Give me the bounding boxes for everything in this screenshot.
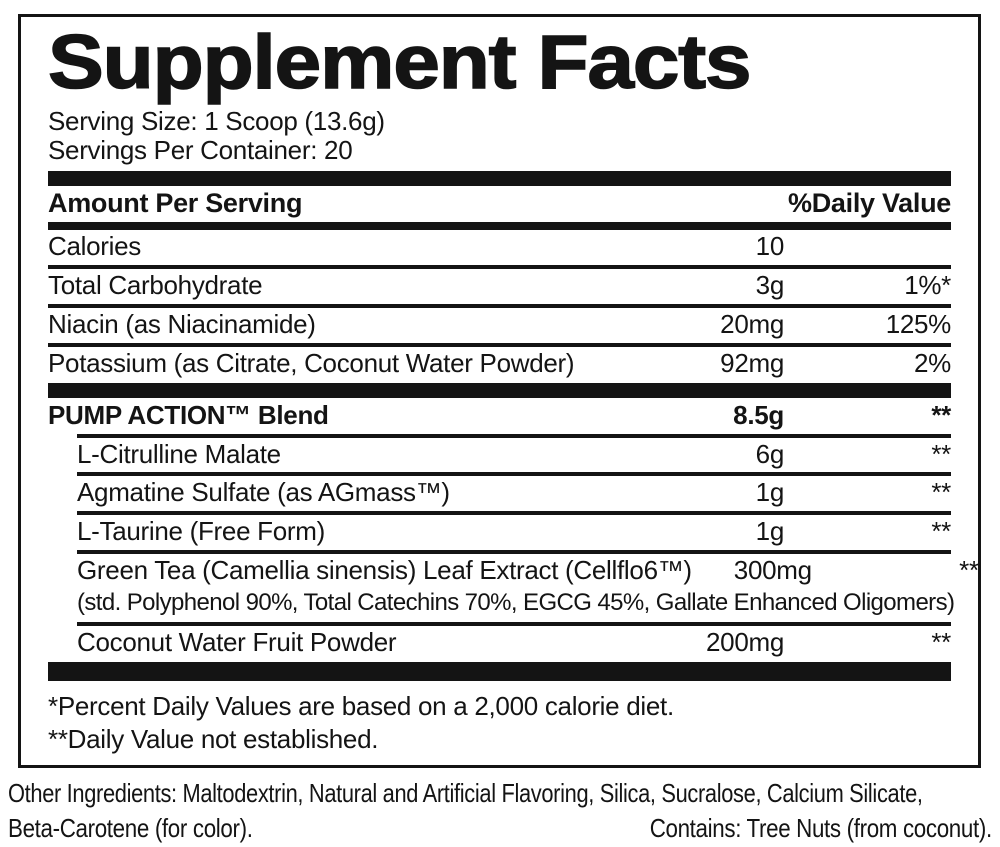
table-row: L-Citrulline Malate 6g ** [48, 438, 951, 473]
table-row: Calories 10 [48, 230, 951, 265]
footnote-daily-values: *Percent Daily Values are based on a 2,0… [48, 690, 674, 721]
row-daily-value: ** [931, 438, 951, 469]
row-amount: 1g [755, 477, 785, 508]
row-name: Green Tea (Camellia sinensis) Leaf Extra… [77, 555, 692, 586]
column-header-row: Amount Per Serving %Daily Value [48, 186, 951, 222]
thick-divider-bar [48, 171, 951, 187]
separator [77, 511, 951, 516]
row-daily-value: 1%* [904, 269, 951, 300]
row-daily-value: 2% [914, 347, 951, 378]
row-amount: 300mg [733, 555, 812, 586]
contains-statement: Contains: Tree Nuts (from coconut). [649, 813, 992, 843]
table-row: PUMP ACTION™ Blend 8.5g ** [48, 399, 951, 434]
row-name: Total Carbohydrate [48, 269, 263, 300]
table-row: Green Tea (Camellia sinensis) Leaf Extra… [48, 554, 979, 589]
row-name: L-Citrulline Malate [77, 438, 281, 469]
beta-carotene-text: Beta-Carotene (for color). [8, 813, 253, 843]
row-amount: 1g [755, 516, 785, 547]
row-name: PUMP ACTION™ Blend [48, 399, 329, 430]
separator [77, 472, 951, 477]
row-amount: 8.5g [733, 399, 784, 430]
separator [48, 264, 951, 269]
row-daily-value: ** [931, 477, 951, 508]
footnotes: *Percent Daily Values are based on a 2,0… [48, 681, 951, 758]
page-title: Supplement Facts [47, 20, 752, 105]
separator [77, 433, 951, 438]
row-amount: 3g [755, 269, 785, 300]
row-subtext: (std. Polyphenol 90%, Total Catechins 70… [77, 589, 955, 617]
footnote-not-established: **Daily Value not established. [48, 724, 379, 755]
separator [77, 550, 951, 555]
table-row: Potassium (as Citrate, Coconut Water Pow… [48, 347, 951, 382]
separator [48, 303, 951, 308]
row-daily-value: ** [959, 555, 979, 586]
table-row: Agmatine Sulfate (as AGmass™) 1g ** [48, 476, 951, 511]
row-daily-value: 125% [885, 308, 952, 339]
row-name: L-Taurine (Free Form) [77, 516, 325, 547]
header-divider-bar [48, 222, 951, 231]
row-amount: 92mg [720, 347, 784, 378]
other-ingredients-line1: Other Ingredients: Maltodextrin, Natural… [8, 778, 923, 808]
separator [48, 661, 951, 681]
other-ingredients-line2: Beta-Carotene (for color). Contains: Tre… [8, 813, 992, 844]
table-row: L-Taurine (Free Form) 1g ** [48, 515, 951, 550]
row-name: Niacin (as Niacinamide) [48, 308, 316, 339]
row-name: Coconut Water Fruit Powder [77, 626, 397, 657]
row-daily-value: ** [931, 399, 951, 430]
serving-size: Serving Size: 1 Scoop (13.6g) [48, 106, 385, 137]
amount-per-serving-header: Amount Per Serving [48, 188, 303, 219]
table-row: Coconut Water Fruit Powder 200mg ** [48, 626, 951, 661]
row-name: Potassium (as Citrate, Coconut Water Pow… [48, 347, 575, 378]
separator [48, 342, 951, 347]
other-ingredients-section: Other Ingredients: Maltodextrin, Natural… [8, 778, 992, 844]
row-name: Agmatine Sulfate (as AGmass™) [77, 477, 450, 508]
facts-rows: Calories 10 Total Carbohydrate 3g 1%* Niacin … [48, 230, 979, 681]
table-row: Total Carbohydrate 3g 1%* [48, 269, 951, 304]
facts-box: Supplement Facts Serving Size: 1 Scoop (… [18, 14, 981, 768]
row-amount: 10 [755, 231, 785, 262]
row-amount: 6g [755, 438, 785, 469]
separator [48, 382, 951, 398]
row-amount: 20mg [720, 308, 784, 339]
row-amount: 200mg [706, 626, 784, 657]
row-daily-value: ** [931, 626, 951, 657]
row-daily-value: ** [931, 516, 951, 547]
table-row: Niacin (as Niacinamide) 20mg 125% [48, 308, 951, 343]
separator [77, 621, 951, 626]
servings-per-container: Servings Per Container: 20 [48, 135, 353, 166]
row-name: Calories [48, 231, 141, 262]
daily-value-header: %Daily Value [788, 188, 951, 219]
